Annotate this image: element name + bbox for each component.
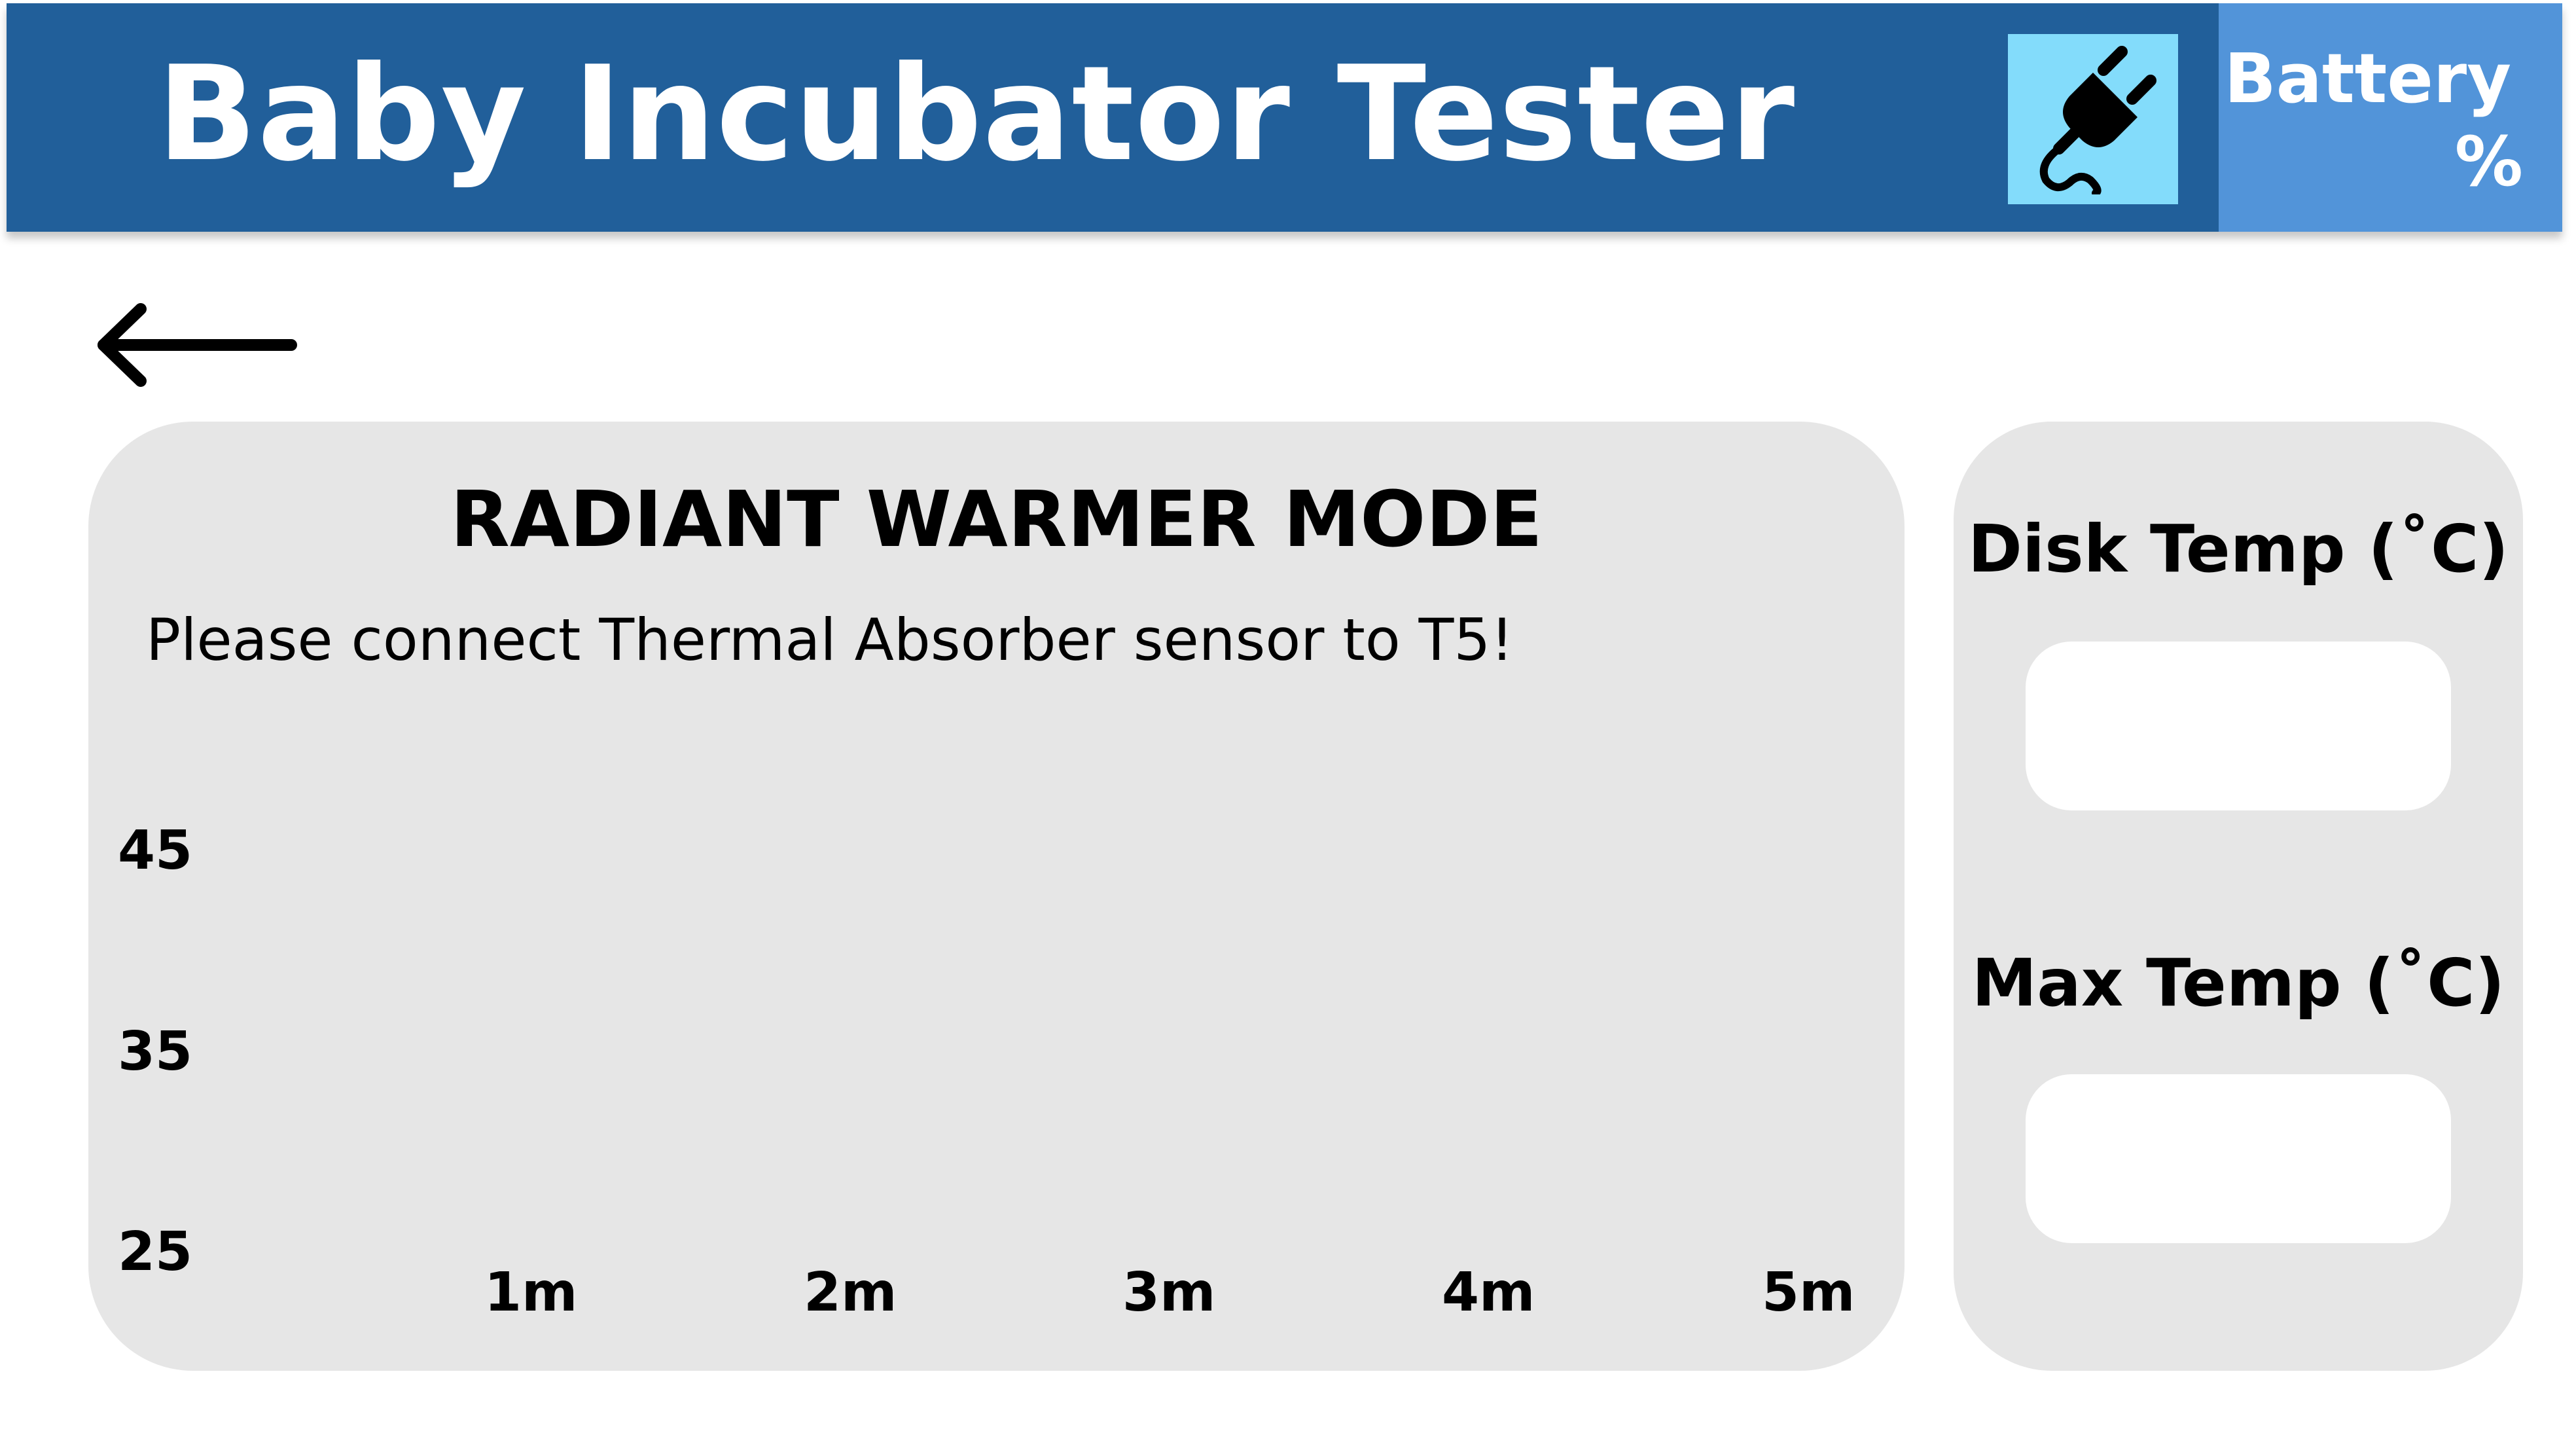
mode-title: RADIANT WARMER MODE <box>450 474 1543 564</box>
power-status-button[interactable] <box>2008 34 2178 204</box>
header-bar: Baby Incubator Tester Battery % <box>7 3 2562 232</box>
x-axis-tick-label: 2m <box>804 1261 897 1324</box>
arrow-left-icon <box>98 303 297 387</box>
power-plug-icon <box>2039 46 2156 194</box>
back-button[interactable] <box>92 302 301 388</box>
y-axis-tick-label: 25 <box>118 1221 193 1283</box>
instruction-text: Please connect Thermal Absorber sensor t… <box>146 606 1514 674</box>
app-title: Baby Incubator Tester <box>157 38 1796 190</box>
battery-label: Battery <box>2224 39 2512 118</box>
y-axis-tick-label: 45 <box>118 820 193 882</box>
disk-temp-value <box>2026 642 2451 810</box>
x-axis-tick-label: 3m <box>1122 1261 1216 1324</box>
max-temp-value <box>2026 1074 2451 1243</box>
max-temp-label: Max Temp (˚C) <box>1971 945 2505 1021</box>
disk-temp-label: Disk Temp (˚C) <box>1967 511 2509 587</box>
x-axis-tick-label: 4m <box>1442 1261 1535 1324</box>
y-axis-tick-label: 35 <box>118 1021 193 1083</box>
battery-value: % <box>2454 122 2523 202</box>
x-axis-tick-label: 5m <box>1762 1261 1855 1324</box>
graph-panel: RADIANT WARMER MODE Please connect Therm… <box>88 422 1905 1371</box>
battery-indicator: Battery % <box>2219 3 2562 232</box>
x-axis-tick-label: 1m <box>484 1261 578 1324</box>
readout-panel: Disk Temp (˚C) Max Temp (˚C) <box>1954 422 2523 1371</box>
